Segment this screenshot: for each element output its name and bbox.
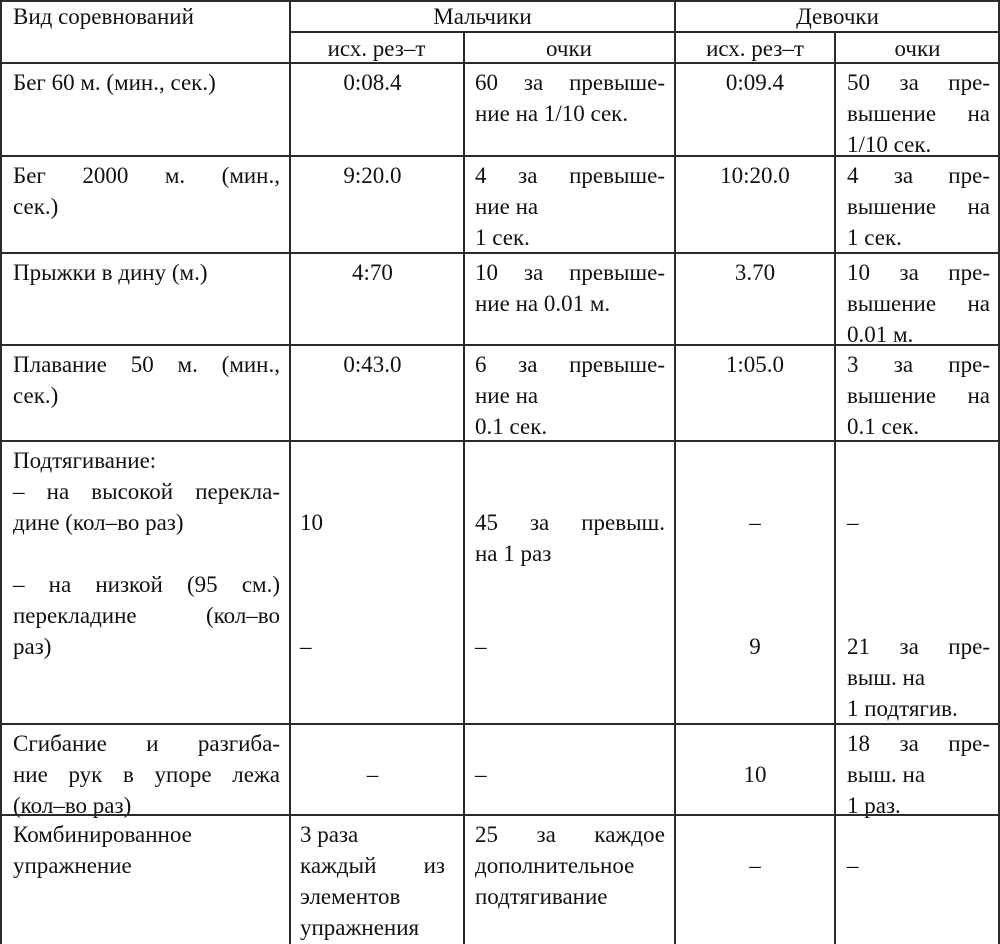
cell-boys-points-line: 0.1 сек. xyxy=(475,414,548,439)
row-divider xyxy=(0,344,1000,346)
column-divider xyxy=(289,0,291,944)
cell-boys-points-line: – xyxy=(475,634,487,659)
cell-boys-result-line: 4:70 xyxy=(352,260,393,285)
cell-boys-points-line: 25 за каждое xyxy=(475,822,665,847)
cell-name-line: сек.) xyxy=(13,194,59,219)
cell-girls-points-line: 10 за пре- xyxy=(847,260,990,285)
cell-name-line: (кол–во раз) xyxy=(13,793,132,818)
cell-name-line: Подтягивание: xyxy=(13,448,157,473)
row-divider xyxy=(0,440,1000,442)
cell-girls-points-line: 21 за пре- xyxy=(847,634,990,659)
cell-girls-points-line: 1 сек. xyxy=(847,225,902,250)
cell-girls-points-line: 3 за пре- xyxy=(847,352,990,377)
cell-boys-points-line: 1 сек. xyxy=(475,225,530,250)
cell-name-line: раз) xyxy=(13,634,52,659)
cell-girls-points-line: 1 раз. xyxy=(847,793,901,818)
cell-girls-points-line: – xyxy=(847,853,859,878)
cell-girls-result-line: 3.70 xyxy=(734,260,776,285)
cell-boys-points-line: на 1 раз xyxy=(475,541,552,566)
cell-boys-result-line: каждый из xyxy=(300,853,445,878)
cell-girls-result-line: – xyxy=(749,853,761,878)
cell-boys-result-line: 0:43.0 xyxy=(343,352,402,377)
cell-girls-points-line: 1/10 сек. xyxy=(847,132,932,157)
cell-boys-result-line: 9:20.0 xyxy=(343,163,402,188)
column-divider xyxy=(463,31,465,944)
cell-name-line: Прыжки в дину (м.) xyxy=(13,260,208,285)
cell-name-line: Плавание 50 м. (мин., xyxy=(13,352,280,377)
cell-girls-result-line: 1:05.0 xyxy=(725,352,785,377)
cell-girls-points-line: 4 за пре- xyxy=(847,163,990,188)
cell-boys-result-line: 0:08.4 xyxy=(343,70,402,95)
header-boys: Мальчики xyxy=(433,4,532,29)
cell-boys-points-line: ние на 1/10 сек. xyxy=(475,101,629,126)
cell-boys-result-line: – xyxy=(366,762,379,787)
cell-name-line: сек.) xyxy=(13,383,59,408)
cell-boys-result-line: – xyxy=(300,634,312,659)
cell-name-line: Бег 2000 м. (мин., xyxy=(13,163,280,188)
cell-girls-points-line: вышение на xyxy=(847,291,990,316)
table-border-top xyxy=(0,0,1000,2)
table-border-left xyxy=(0,0,2,944)
cell-name-line: – на высокой перекла- xyxy=(13,479,280,504)
cell-girls-points-line: вышение на xyxy=(847,194,990,219)
header-boys-points: очки xyxy=(546,36,592,61)
cell-boys-points-line: – xyxy=(475,762,487,787)
cell-name-line: Бег 60 м. (мин., сек.) xyxy=(13,70,216,95)
cell-name-line: ние рук в упоре лежа xyxy=(13,762,280,787)
cell-name-line: упражнение xyxy=(13,853,132,878)
header-activity: Вид соревнований xyxy=(13,4,194,29)
cell-boys-result-line: 3 раза xyxy=(300,822,359,847)
cell-name-line: дине (кол–во раз) xyxy=(13,510,184,535)
cell-girls-points-line: вышение на xyxy=(847,383,990,408)
cell-boys-result-line: упражнения xyxy=(300,915,420,940)
cell-girls-result-line: – xyxy=(749,510,761,535)
cell-girls-points-line: вышение на xyxy=(847,101,990,126)
row-divider xyxy=(0,814,1000,816)
cell-boys-points-line: ние на xyxy=(475,194,539,219)
header-girls: Девочки xyxy=(796,4,879,29)
cell-girls-result-line: 10 xyxy=(743,762,767,787)
cell-girls-result-line: 9 xyxy=(749,634,761,659)
cell-boys-points-line: ние на 0.01 м. xyxy=(475,291,611,316)
cell-girls-points-line: 50 за пре- xyxy=(847,70,990,95)
cell-girls-points-line: выш. на xyxy=(847,665,926,690)
cell-boys-result-line: элементов xyxy=(300,884,401,909)
cell-name-line: перекладине (кол–во xyxy=(13,603,280,628)
cell-girls-points-line: – xyxy=(847,510,859,535)
cell-name-line: Комбинированное xyxy=(13,822,192,847)
cell-girls-result-line: 10:20.0 xyxy=(720,163,790,188)
row-divider xyxy=(0,252,1000,254)
cell-girls-result-line: 0:09.4 xyxy=(725,70,785,95)
cell-name-line: Сгибание и разгиба- xyxy=(13,731,280,756)
cell-boys-points-line: 45 за превыш. xyxy=(475,510,665,535)
cell-boys-points-line: 60 за превыше- xyxy=(475,70,665,95)
cell-boys-points-line: 4 за превыше- xyxy=(475,163,665,188)
header-girls-initial-result: исх. рез–т xyxy=(706,36,804,61)
cell-girls-points-line: выш. на xyxy=(847,762,926,787)
column-divider xyxy=(674,0,676,944)
cell-girls-points-line: 1 подтягив. xyxy=(847,696,958,721)
cell-girls-points-line: 0.01 м. xyxy=(847,322,914,347)
cell-boys-points-line: 10 за превыше- xyxy=(475,260,665,285)
cell-name-line: – на низкой (95 см.) xyxy=(13,572,280,597)
row-divider xyxy=(0,62,1000,64)
header-divider xyxy=(290,31,1000,33)
column-divider xyxy=(834,31,836,944)
table-border-right xyxy=(998,0,1000,944)
cell-boys-points-line: подтягивание xyxy=(475,884,608,909)
cell-boys-points-line: ние на xyxy=(475,383,539,408)
row-divider xyxy=(0,155,1000,157)
row-divider xyxy=(0,723,1000,725)
cell-boys-points-line: дополнительное xyxy=(475,853,635,878)
cell-girls-points-line: 0.1 сек. xyxy=(847,414,920,439)
cell-girls-points-line: 18 за пре- xyxy=(847,731,990,756)
cell-boys-result-line: 10 xyxy=(300,510,323,535)
cell-boys-points-line: 6 за превыше- xyxy=(475,352,665,377)
header-girls-points: очки xyxy=(894,36,941,61)
header-boys-initial-result: исх. рез–т xyxy=(327,36,426,61)
